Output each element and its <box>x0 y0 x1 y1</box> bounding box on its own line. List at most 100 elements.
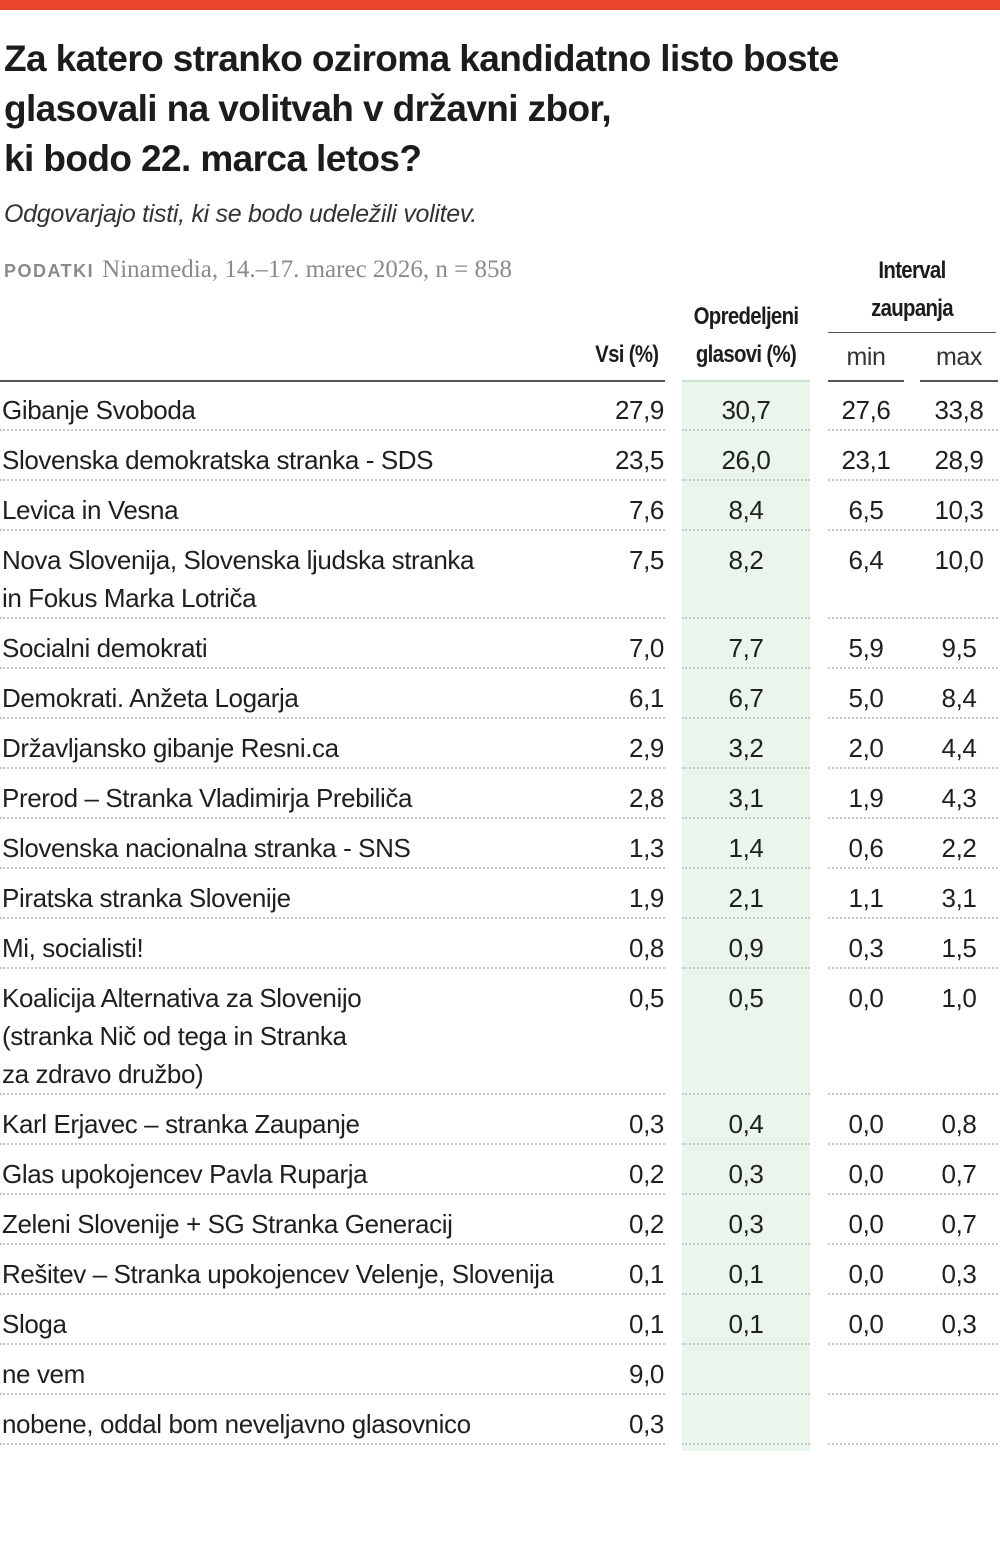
value-max: 33,8 <box>934 395 984 425</box>
party-name: Nova Slovenija, Slovenska ljudska strank… <box>0 541 614 617</box>
table-row: Koalicija Alternativa za Slovenijo (stran… <box>0 969 1000 1095</box>
table-row: Karl Erjavec – stranka Zaupanje 0,3 0,4 0,0… <box>0 1095 1000 1145</box>
value-max: 28,9 <box>934 445 984 475</box>
value-vsi: 27,9 <box>614 395 664 425</box>
row-divider <box>0 1093 665 1095</box>
row-divider <box>0 1393 665 1395</box>
table-row: Socialni demokrati 7,0 7,7 5,9 9,5 <box>0 619 1000 669</box>
party-name: nobene, oddal bom neveljavno glasovnico <box>0 1405 614 1443</box>
party-name-line: (stranka Nič od tega in Stranka <box>2 1021 347 1051</box>
row-divider <box>682 429 810 431</box>
value-max: 4,3 <box>941 783 977 813</box>
value-min: 23,1 <box>841 445 891 475</box>
source-text: Ninamedia, 14.–17. marec 2026, n = 858 <box>102 256 513 283</box>
value-opredeljeni: 3,2 <box>728 733 764 763</box>
value-opredeljeni: 0,3 <box>728 1209 764 1239</box>
value-vsi: 6,1 <box>629 683 664 713</box>
source-label: PODATKI <box>4 261 95 281</box>
value-min: 5,0 <box>848 683 884 713</box>
value-min: 2,0 <box>848 733 884 763</box>
table-row: Slovenska demokratska stranka - SDS 23,5 2… <box>0 431 1000 481</box>
party-name: Mi, socialisti! <box>0 929 614 967</box>
value-opredeljeni: 3,1 <box>728 783 764 813</box>
row-divider <box>682 767 810 769</box>
row-divider <box>0 767 665 769</box>
header-max: max <box>935 343 983 371</box>
value-opredeljeni: 30,7 <box>721 395 771 425</box>
value-max: 0,7 <box>941 1209 977 1239</box>
value-min: 0,0 <box>848 1309 884 1339</box>
title-line: Za katero stranko oziroma kandidatno lis… <box>4 38 839 79</box>
row-divider <box>682 867 810 869</box>
value-vsi: 0,8 <box>629 933 664 963</box>
value-min: 0,3 <box>848 933 884 963</box>
party-name: Gibanje Svoboda <box>0 391 614 429</box>
value-max: 0,3 <box>941 1259 977 1289</box>
value-max: 0,7 <box>941 1159 977 1189</box>
value-min: 0,0 <box>848 983 884 1013</box>
header-min: min <box>846 343 886 371</box>
value-min: 0,6 <box>848 833 884 863</box>
value-vsi: 0,3 <box>629 1409 664 1439</box>
row-divider <box>682 967 810 969</box>
value-vsi: 1,9 <box>629 883 664 913</box>
value-max: 10,0 <box>934 545 984 575</box>
value-vsi: 23,5 <box>614 445 664 475</box>
value-opredeljeni: 6,7 <box>728 683 764 713</box>
row-divider <box>828 1093 998 1095</box>
value-vsi: 2,8 <box>629 783 664 813</box>
row-divider <box>0 529 665 531</box>
row-divider <box>682 817 810 819</box>
value-opredeljeni: 2,1 <box>728 883 764 913</box>
header-opredeljeni: Opredeljeni glasovi (%) <box>680 298 813 374</box>
row-divider <box>682 1093 810 1095</box>
row-divider <box>828 767 998 769</box>
party-name: Piratska stranka Slovenije <box>0 879 614 917</box>
row-divider <box>682 1343 810 1345</box>
table-row: Mi, socialisti! 0,8 0,9 0,3 1,5 <box>0 919 1000 969</box>
party-name-line: Piratska stranka Slovenije <box>2 883 291 913</box>
party-name-line: Gibanje Svoboda <box>2 395 196 425</box>
row-divider <box>682 917 810 919</box>
row-divider <box>828 479 998 481</box>
page-title: Za katero stranko oziroma kandidatno lis… <box>4 34 994 184</box>
row-divider <box>0 817 665 819</box>
party-name-line: nobene, oddal bom neveljavno glasovnico <box>2 1409 471 1439</box>
party-name: Rešitev – Stranka upokojencev Velenje, S… <box>0 1255 614 1293</box>
party-name-line: Sloga <box>2 1309 67 1339</box>
table-row: ne vem 9,0 <box>0 1345 1000 1395</box>
value-opredeljeni: 0,5 <box>728 983 764 1013</box>
value-vsi: 7,6 <box>629 495 664 525</box>
value-min: 1,1 <box>848 883 884 913</box>
row-divider <box>828 817 998 819</box>
row-divider <box>682 1293 810 1295</box>
table-row: Levica in Vesna 7,6 8,4 6,5 10,3 <box>0 481 1000 531</box>
value-opredeljeni: 1,4 <box>728 833 764 863</box>
row-divider <box>828 1293 998 1295</box>
row-divider <box>828 867 998 869</box>
party-name: ne vem <box>0 1355 614 1393</box>
row-divider <box>682 1243 810 1245</box>
value-opredeljeni: 0,1 <box>728 1309 764 1339</box>
value-max: 0,8 <box>941 1109 977 1139</box>
row-divider <box>0 717 665 719</box>
header-vsi: Vsi (%) <box>595 341 659 368</box>
party-name-line: in Fokus Marka Lotriča <box>2 583 257 613</box>
value-vsi: 7,0 <box>629 633 664 663</box>
value-vsi: 1,3 <box>629 833 664 863</box>
party-name-line: Prerod – Stranka Vladimirja Prebiliča <box>2 783 413 813</box>
row-divider <box>682 1393 810 1395</box>
row-divider <box>0 1293 665 1295</box>
value-max: 1,0 <box>941 983 977 1013</box>
row-divider <box>682 617 810 619</box>
header-opredeljeni-line2: glasovi (%) <box>695 341 797 368</box>
opredeljeni-highlight <box>682 381 810 1451</box>
table-row: Rešitev – Stranka upokojencev Velenje, S… <box>0 1245 1000 1295</box>
value-min: 27,6 <box>841 395 891 425</box>
accent-bar <box>0 0 1000 10</box>
row-divider <box>682 1193 810 1195</box>
value-min: 0,0 <box>848 1109 884 1139</box>
row-divider <box>828 1443 998 1445</box>
party-name: Demokrati. Anžeta Logarja <box>0 679 614 717</box>
header-interval-line1: Interval <box>878 257 946 284</box>
